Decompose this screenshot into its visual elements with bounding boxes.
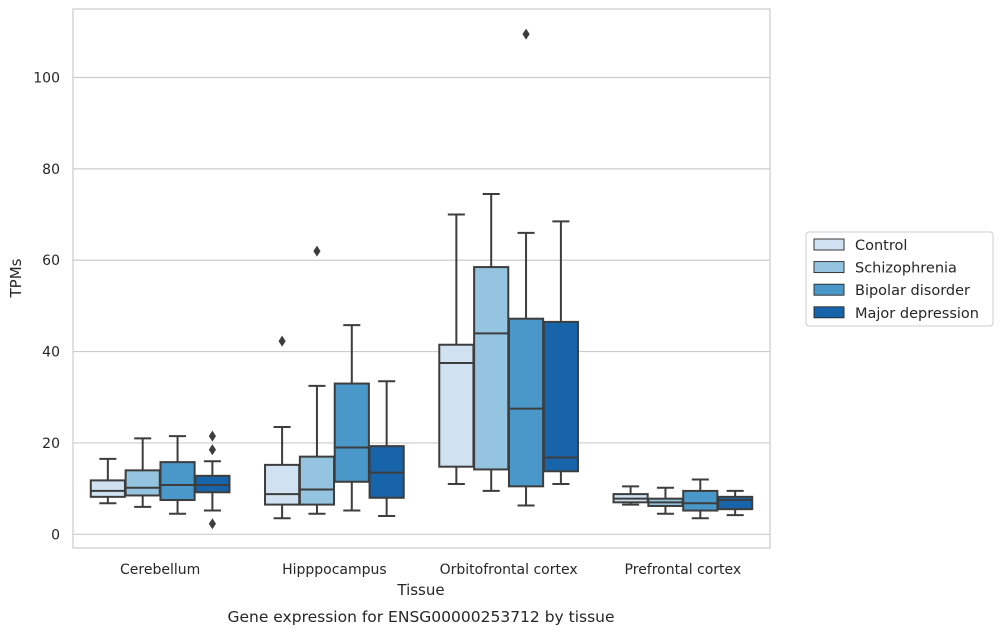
y-axis-label: TPMs: [7, 258, 25, 298]
box-iqr: [438, 343, 475, 468]
box-iqr: [542, 320, 579, 473]
y-tick-label: 60: [42, 253, 60, 269]
y-axis-ticks: 0 20 40 60 80 100: [33, 71, 60, 544]
legend: Control Schizophrenia Bipolar disorder Majo…: [805, 231, 994, 327]
x-tick-label: Hipppocampus: [282, 562, 387, 578]
box: [717, 489, 754, 517]
box-iqr: [159, 461, 196, 502]
box: [159, 435, 196, 515]
y-tick-label: 40: [42, 345, 60, 361]
x-tick-label: Cerebellum: [120, 562, 200, 578]
y-tick-label: 20: [42, 436, 60, 452]
box-iqr: [89, 479, 126, 498]
outlier-point: [208, 444, 216, 456]
x-axis-label: Tissue: [396, 581, 444, 599]
box-iqr: [264, 463, 301, 506]
y-tick-label: 100: [33, 71, 60, 87]
x-tick-label: Orbitofrontal cortex: [440, 562, 578, 578]
legend-swatch: [813, 238, 845, 251]
box-iqr: [473, 266, 510, 471]
box-iqr: [682, 489, 719, 512]
outlier-point: [208, 430, 216, 442]
box: [194, 430, 231, 530]
legend-swatch: [813, 306, 845, 319]
box: [368, 380, 405, 518]
legend-label: Schizophrenia: [855, 261, 957, 277]
box: [124, 437, 161, 508]
legend-swatch: [813, 261, 845, 274]
box: [473, 192, 510, 492]
box: [612, 485, 649, 506]
box-iqr: [298, 455, 336, 506]
legend-frame: [805, 231, 994, 327]
legend-label: Control: [855, 238, 907, 254]
box: [507, 28, 545, 507]
box-iqr: [333, 382, 370, 483]
box-iqr: [124, 469, 161, 497]
x-axis-ticks: Cerebellum Hipppocampus Orbitofrontal cort…: [120, 562, 741, 578]
chart-caption: Gene expression for ENSG00000253712 by t…: [227, 608, 614, 626]
plot-area: [72, 8, 771, 549]
box: [333, 324, 370, 512]
y-tick-label: 80: [42, 162, 60, 178]
box: [298, 245, 336, 515]
box: [542, 220, 579, 486]
boxes: [89, 28, 754, 530]
box: [438, 213, 475, 486]
y-tick-label: 0: [51, 527, 60, 543]
outlier-point: [208, 518, 216, 530]
x-tick-label: Prefrontal cortex: [625, 562, 742, 578]
legend-label: Bipolar disorder: [855, 283, 970, 299]
box-iqr: [507, 317, 545, 488]
box-iqr: [717, 495, 754, 511]
grid: [73, 76, 770, 535]
legend-swatch: [813, 283, 845, 296]
legend-label: Major depression: [855, 306, 979, 322]
outlier-point: [313, 245, 321, 257]
outlier-point: [278, 335, 286, 347]
outlier-point: [522, 28, 530, 40]
